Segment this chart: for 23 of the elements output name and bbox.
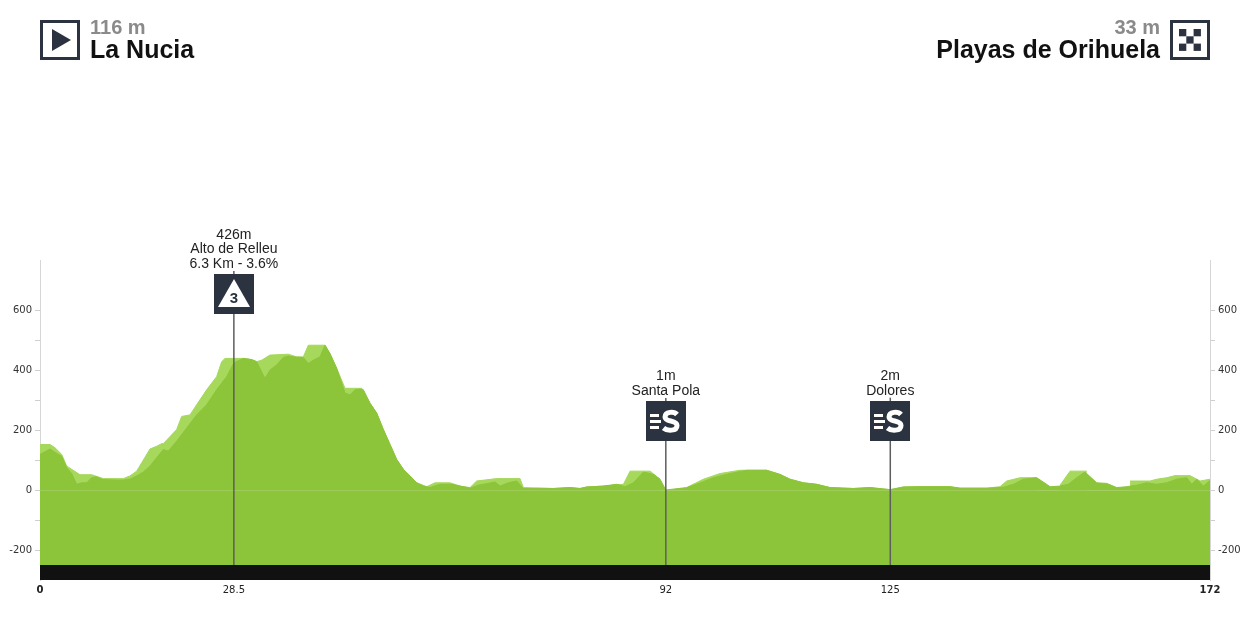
x-tick-label: 172 <box>1199 584 1221 595</box>
y-tick-label: -200 <box>9 543 32 555</box>
annotation: 3 <box>228 289 240 307</box>
text: Playas de Orihuela <box>936 35 1160 63</box>
ref-line-label: 426m Alto de Relleu 6.3 Km - 3.6% <box>189 225 279 271</box>
text: 116 m <box>90 16 146 38</box>
y2-tick-label: -200 <box>1218 543 1241 555</box>
y-tick-label: 400 <box>12 364 32 376</box>
y2-tick-label: 0 <box>1218 483 1225 495</box>
ref-line-label: 1m Santa Pola <box>631 367 701 398</box>
y-tick-label: 600 <box>12 304 32 316</box>
y2-tick-label: 200 <box>1218 424 1238 436</box>
text: 33 m <box>1114 16 1160 38</box>
y2-tick-label: 400 <box>1218 364 1238 376</box>
y2-tick-label: 600 <box>1218 304 1238 316</box>
y-tick-label: 200 <box>12 424 32 436</box>
text: La Nucia <box>90 35 195 63</box>
x-tick-label: 28.5 <box>222 584 245 595</box>
ref-line-label: 2m Dolores <box>866 367 915 398</box>
x-tick-label: 0 <box>36 584 44 595</box>
x-tick-label: 125 <box>880 584 900 595</box>
y-tick-label: 0 <box>25 483 32 495</box>
x-tick-label: 92 <box>659 584 673 595</box>
